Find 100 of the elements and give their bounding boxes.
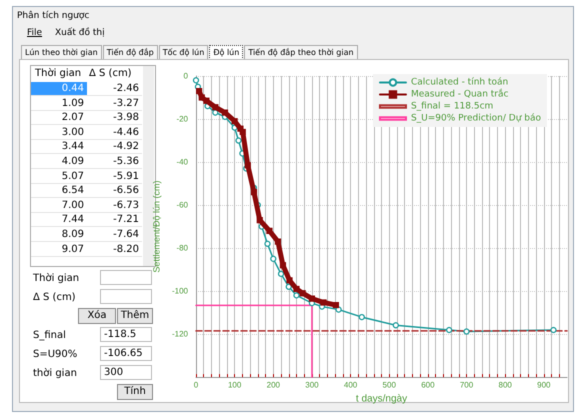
x-tick-label: 100	[228, 380, 242, 390]
text: 6.54	[31, 184, 87, 198]
point	[240, 128, 246, 136]
legend-label: S_final = 118.5cm	[410, 102, 494, 112]
text: Độ lún	[209, 45, 244, 60]
text: -5.36	[87, 155, 142, 169]
y-tick-label: -60	[176, 200, 189, 210]
text: -4.92	[87, 140, 142, 154]
text: Thời gian	[35, 68, 82, 79]
text: -106.65	[100, 346, 152, 361]
x-tick-label: 200	[266, 380, 281, 390]
y-tick-label: -20	[176, 114, 189, 124]
y-tick-label: -120	[172, 330, 189, 339]
point	[392, 322, 399, 328]
y-tick-label: -80	[176, 244, 189, 253]
text: Tính	[117, 384, 153, 400]
text: -7.21	[87, 213, 142, 228]
point	[235, 137, 242, 144]
x-tick-label: 700	[460, 380, 474, 390]
text: Phân tích ngược	[17, 11, 90, 21]
point	[244, 162, 251, 168]
point	[278, 270, 284, 277]
text: 0.44	[31, 82, 87, 96]
text: Thời gian	[33, 273, 80, 284]
point	[446, 326, 452, 334]
y-tick-label: 0	[184, 72, 189, 80]
point	[286, 284, 292, 290]
point	[286, 277, 293, 284]
legend-label: Measured - Quan trắc	[410, 88, 509, 100]
point	[192, 77, 200, 84]
point	[280, 262, 286, 268]
text: -3.98	[87, 111, 142, 126]
x-tick-label: 0	[194, 380, 199, 390]
point	[463, 328, 470, 335]
x-tick-label: 300	[305, 380, 320, 390]
text: 5.07	[31, 170, 87, 184]
text: -118.5	[100, 327, 152, 342]
text: S_final	[33, 330, 66, 341]
text: Δ S (cm)	[89, 68, 132, 79]
text: 300	[100, 365, 152, 380]
point	[212, 104, 218, 110]
point	[256, 217, 263, 224]
point	[308, 296, 316, 302]
text: -8.20	[87, 242, 142, 257]
point	[336, 306, 342, 313]
text: Tiến độ đắp theo thời gian	[244, 45, 358, 60]
text: 4.09	[31, 155, 87, 169]
text: Lún theo thời gian	[21, 45, 102, 60]
y-tick-label: -100	[172, 286, 189, 296]
text: -2.46	[87, 82, 142, 96]
x-tick-label: 500	[382, 380, 396, 390]
point	[250, 189, 258, 196]
text: 8.09	[31, 228, 87, 242]
point	[293, 286, 300, 292]
text: -5.91	[87, 170, 142, 184]
text: File	[27, 28, 42, 38]
legend-label: S_U=90% Prediction/ Dự báo	[410, 112, 542, 124]
point	[266, 228, 273, 234]
text: 3.00	[31, 126, 87, 140]
point	[203, 98, 210, 104]
text: Tốc độ lún	[158, 45, 208, 60]
text: 2.07	[31, 111, 87, 126]
text: 9.07	[31, 242, 87, 257]
text: 1.09	[31, 96, 87, 111]
point	[332, 302, 339, 308]
text: -4.46	[87, 126, 142, 140]
text: 7.44	[31, 213, 87, 228]
point	[212, 109, 218, 116]
text: S=U90%	[33, 349, 78, 360]
text: Xuất đồ thị	[55, 28, 105, 38]
text: 3.44	[31, 140, 87, 154]
text: -6.73	[87, 198, 142, 213]
x-tick-label: 600	[421, 380, 436, 390]
y-tick-label: -40	[176, 158, 189, 167]
point	[274, 238, 282, 245]
text: -7.64	[87, 228, 142, 242]
point	[232, 118, 238, 124]
text: Δ S (cm)	[33, 292, 76, 303]
y-axis-title: Settlement/Độ lún (cm)	[152, 180, 162, 273]
point	[358, 314, 365, 320]
point	[293, 292, 300, 298]
point	[270, 256, 276, 262]
point	[550, 326, 557, 334]
point	[300, 290, 306, 296]
text: Thêm	[117, 308, 153, 324]
point	[320, 299, 327, 306]
point	[222, 109, 228, 116]
text: Xóa	[78, 308, 116, 324]
legend-label: Calculated - tính toán	[410, 76, 508, 88]
x-tick-label: 900	[537, 380, 552, 390]
x-axis-title: t days/ngày	[356, 394, 408, 404]
text: 7.00	[31, 198, 87, 213]
text: Tiến độ đắp	[102, 45, 158, 60]
x-tick-label: 400	[344, 380, 358, 390]
text: -3.27	[87, 96, 142, 111]
point	[196, 88, 202, 94]
text: thời gian	[33, 368, 77, 379]
point	[264, 240, 271, 247]
x-tick-label: 800	[498, 380, 512, 390]
text: -6.56	[87, 184, 142, 198]
